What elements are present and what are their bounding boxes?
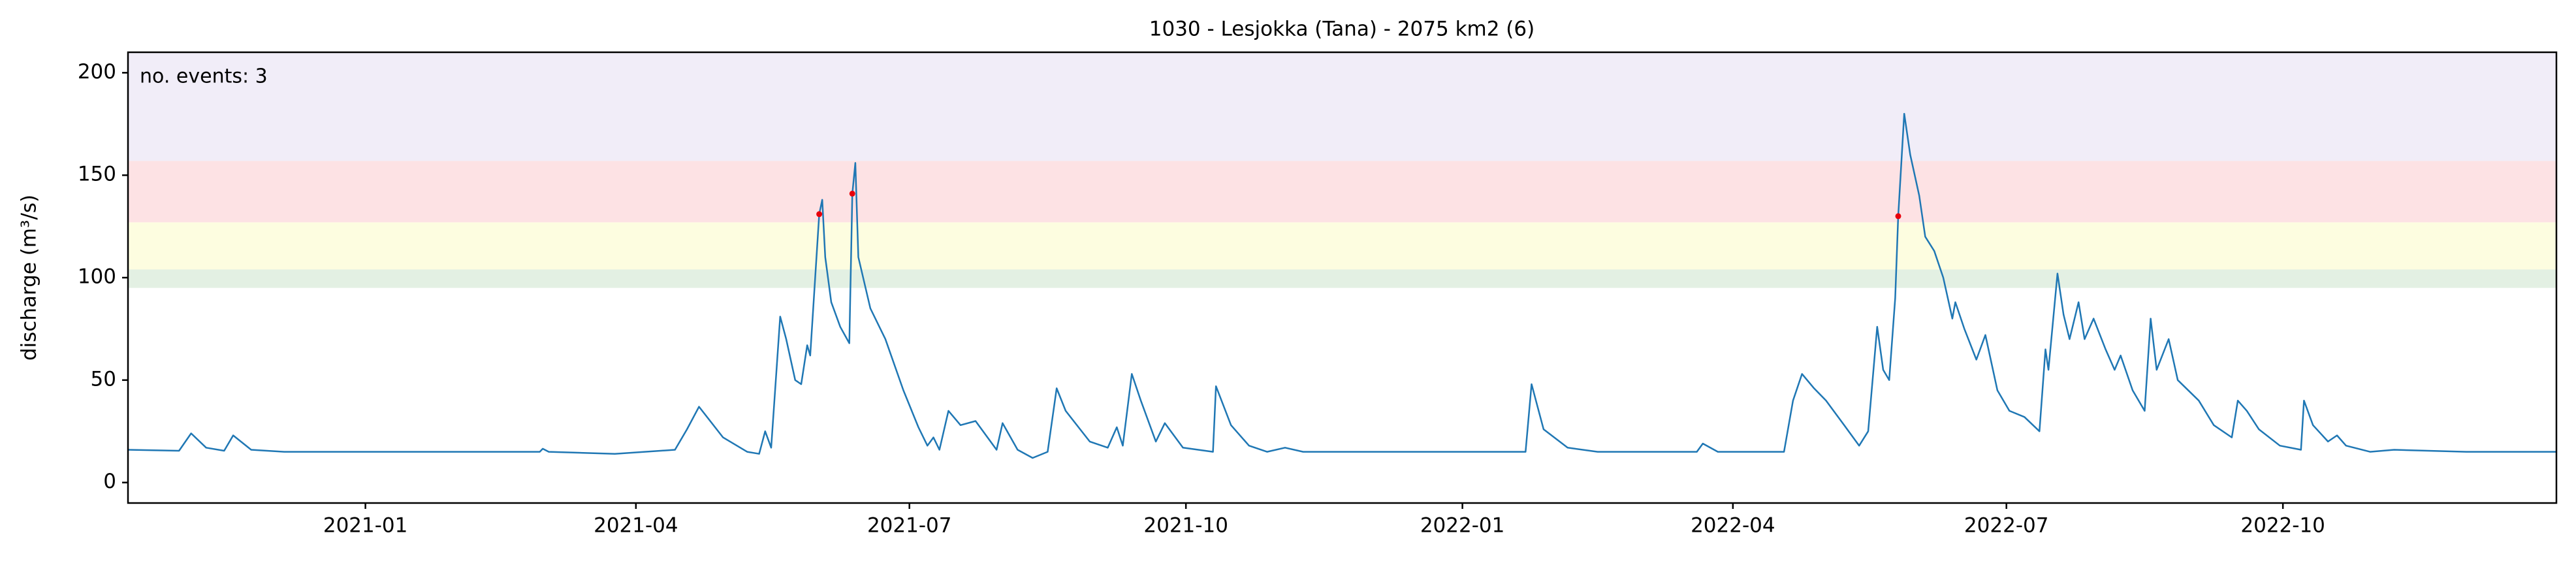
discharge-line — [127, 112, 2556, 459]
chart-title: 1030 - Lesjokka (Tana) - 2075 km2 (6) — [1149, 18, 1534, 41]
y-tick-label: 150 — [78, 163, 116, 186]
x-tick-label: 2021-10 — [1143, 514, 1228, 538]
threshold-bands — [128, 52, 2556, 288]
x-tick-label: 2022-01 — [1420, 514, 1505, 538]
x-tick-label: 2021-01 — [323, 514, 408, 538]
plot-area — [127, 112, 2556, 459]
threshold-band — [128, 269, 2556, 288]
x-tick-label: 2022-07 — [1964, 514, 2049, 538]
threshold-band — [128, 222, 2556, 270]
event-point — [1895, 213, 1901, 219]
threshold-band — [128, 52, 2556, 161]
threshold-band — [128, 161, 2556, 223]
y-tick-label: 100 — [78, 265, 116, 289]
annotation: no. events: 3 — [140, 65, 268, 88]
x-tick-label: 2021-04 — [594, 514, 678, 538]
y-axis-label: discharge (m³/s) — [18, 195, 41, 361]
x-tick-label: 2022-10 — [2240, 514, 2325, 538]
y-tick-label: 0 — [103, 470, 116, 493]
y-tick-label: 50 — [91, 367, 116, 391]
x-tick-label: 2021-07 — [867, 514, 952, 538]
event-point — [816, 211, 823, 218]
x-tick-label: 2022-04 — [1691, 514, 1775, 538]
y-tick-label: 200 — [78, 60, 116, 84]
event-point — [849, 190, 855, 197]
